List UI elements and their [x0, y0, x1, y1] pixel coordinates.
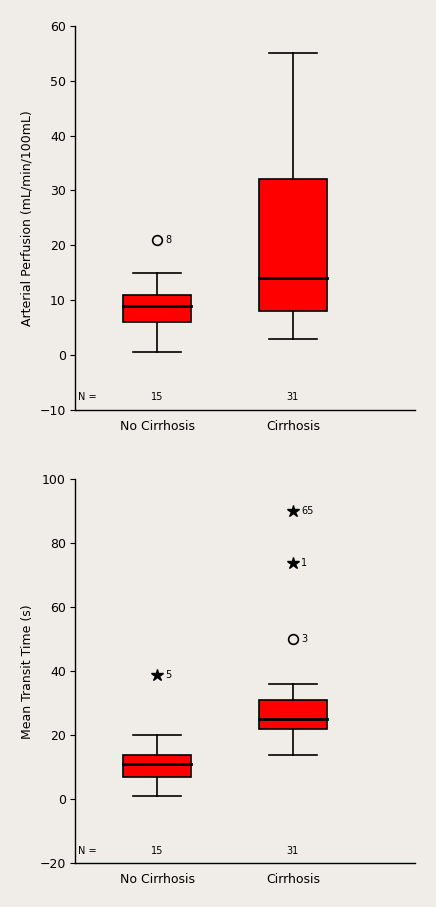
Y-axis label: Mean Transit Time (s): Mean Transit Time (s)	[21, 604, 34, 738]
FancyBboxPatch shape	[123, 295, 191, 322]
Text: 3: 3	[301, 634, 307, 644]
Text: 1: 1	[301, 558, 307, 568]
FancyBboxPatch shape	[259, 700, 327, 729]
Text: 65: 65	[301, 506, 313, 516]
Text: N =: N =	[78, 392, 97, 403]
Text: 5: 5	[165, 669, 171, 679]
Text: 8: 8	[165, 235, 171, 245]
Text: 31: 31	[287, 392, 299, 403]
FancyBboxPatch shape	[123, 755, 191, 777]
Text: 31: 31	[287, 845, 299, 856]
Text: N =: N =	[78, 845, 97, 856]
Text: 15: 15	[151, 845, 163, 856]
Text: 15: 15	[151, 392, 163, 403]
Y-axis label: Arterial Perfusion (mL/min/100mL): Arterial Perfusion (mL/min/100mL)	[21, 110, 34, 326]
FancyBboxPatch shape	[259, 180, 327, 311]
